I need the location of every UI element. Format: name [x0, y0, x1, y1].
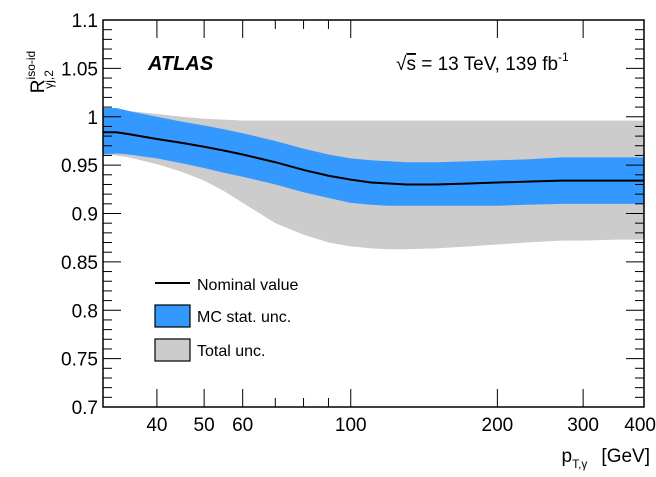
- x-tick-label: 40: [146, 415, 167, 436]
- y-tick-label: 1: [87, 108, 98, 129]
- y-axis-title: Riso-id γj,2: [24, 51, 56, 93]
- legend-label-nominal: Nominal value: [197, 277, 298, 294]
- legend-label-total: Total unc.: [197, 343, 265, 360]
- y-tick-label: 0.7: [72, 398, 98, 419]
- energy-label-root: √: [396, 54, 407, 75]
- y-tick-label: 0.9: [72, 205, 98, 226]
- x-tick-label: 60: [232, 415, 253, 436]
- y-tick-label: 1.05: [61, 59, 98, 80]
- axes: [102, 19, 645, 408]
- uncertainty-bands: [103, 108, 644, 250]
- energy-label-s: s: [406, 54, 416, 75]
- legend-label-mc-stat: MC stat. unc.: [197, 309, 291, 326]
- energy-label-rest: = 13 TeV, 139 fb: [416, 54, 558, 75]
- legend-swatch-total: [154, 338, 191, 362]
- tick-labels: 0.7 0.75 0.8 0.85 0.9 0.95 1 1.05 1.1 40 50 60 100 20…: [61, 11, 656, 436]
- energy-label-sup: -1: [558, 50, 569, 64]
- x-axis-title-base: p: [562, 446, 573, 467]
- x-axis-title: pT,γ [GeV]: [562, 446, 651, 471]
- y-tick-label: 0.95: [61, 156, 98, 177]
- x-tick-label: 100: [335, 415, 367, 436]
- y-axis-title-sup: iso-id: [24, 51, 38, 80]
- x-axis-title-unit: [GeV]: [601, 446, 650, 467]
- legend-swatch-mc-stat: [154, 304, 191, 328]
- x-tick-label: 200: [482, 415, 514, 436]
- energy-label: √s = 13 TeV, 139 fb-1: [396, 50, 569, 75]
- x-tick-label: 300: [567, 415, 599, 436]
- y-axis-title-base: R: [28, 79, 49, 93]
- x-tick-label: 400: [624, 415, 656, 436]
- experiment-label: ATLAS: [147, 53, 214, 75]
- legend: Nominal value MC stat. unc. Total unc.: [154, 277, 298, 362]
- x-tick-label: 50: [194, 415, 215, 436]
- nominal-value-line: [103, 131, 644, 186]
- y-tick-label: 0.75: [61, 350, 98, 371]
- y-tick-label: 0.8: [72, 301, 98, 322]
- y-axis-title-sub: γj,2: [42, 70, 56, 89]
- nominal-lines: [103, 131, 644, 186]
- x-axis-title-sub: T,γ: [572, 457, 587, 471]
- y-tick-label: 1.1: [72, 11, 98, 32]
- y-tick-label: 0.85: [61, 253, 98, 274]
